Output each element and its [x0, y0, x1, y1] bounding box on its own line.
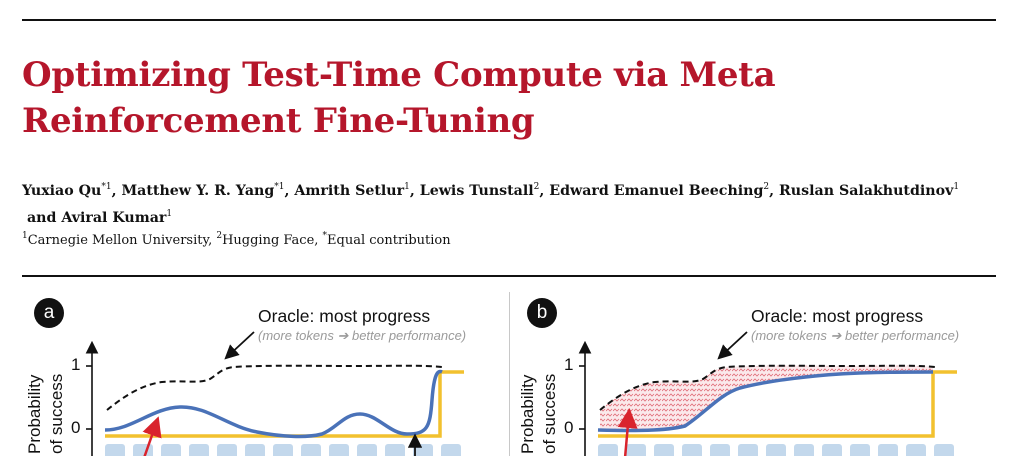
token-block [161, 444, 181, 456]
panel-label-b: b [527, 298, 557, 328]
token-block [654, 444, 674, 456]
affil-sup-2: 2 [216, 231, 223, 241]
token-block [273, 444, 293, 456]
token-block [598, 444, 618, 456]
paper-title: Optimizing Test-Time Compute via Meta Re… [22, 52, 922, 144]
oracle-subtitle: (more tokens ➔ better performance) [751, 328, 960, 343]
red-pointer-arrow [617, 408, 638, 456]
title-line-2: Reinforcement Fine-Tuning [22, 101, 535, 141]
y-axis-label: Probability of success [518, 374, 559, 454]
affil-hf: Hugging Face, [222, 233, 323, 248]
model-progress-curve [597, 370, 934, 433]
figure-panel-a: a Oracle: most progress (more tokens ➔ b… [22, 288, 512, 456]
progress-gap-region [600, 365, 933, 431]
y-axis-label-line-2: of success [540, 373, 559, 454]
token-block [934, 444, 954, 456]
token-block [738, 444, 758, 456]
token-block [217, 444, 237, 456]
oracle-title: Oracle: most progress [258, 306, 431, 326]
author-affil-mark: 1 [404, 182, 410, 192]
token-block [822, 444, 842, 456]
token-block [441, 444, 461, 456]
author-separator: , [409, 183, 420, 199]
affil-sup-1: 1 [22, 231, 28, 241]
author-name: Lewis Tunstall [419, 183, 534, 199]
oracle-pointer-arrow [224, 331, 255, 360]
token-block [878, 444, 898, 456]
oracle-curve [599, 364, 936, 411]
author-name: Yuxiao Qu [22, 183, 102, 199]
y-tick-label-1: 1 [71, 355, 81, 374]
section-rule [22, 275, 996, 277]
model-progress-curve [104, 369, 443, 439]
top-rule [22, 19, 996, 21]
oracle-subtitle: (more tokens ➔ better performance) [258, 328, 467, 343]
token-block [245, 444, 265, 456]
token-block [105, 444, 125, 456]
y-axis-label: Probability of success [25, 374, 66, 454]
token-block [766, 444, 786, 456]
token-block [710, 444, 730, 456]
affil-equal: Equal contribution [327, 233, 451, 248]
author-name: Edward Emanuel Beeching [549, 183, 764, 199]
red-pointer-arrow [142, 416, 162, 456]
token-block [189, 444, 209, 456]
token-blocks [598, 444, 954, 456]
author-separator: , [111, 183, 122, 199]
author-affil-mark: 2 [763, 182, 770, 192]
y-axis-label-line-1: Probability [518, 374, 537, 454]
author-list: Yuxiao Qu*1, Matthew Y. R. Yang*1, Amrit… [22, 178, 982, 232]
token-block [301, 444, 321, 456]
token-block [850, 444, 870, 456]
y-tick-label-0: 0 [564, 418, 574, 437]
panel-a-plot [85, 331, 464, 456]
author-name: Matthew Y. R. Yang [121, 183, 275, 199]
token-block [413, 444, 433, 456]
token-block [906, 444, 926, 456]
oracle-pointer-arrow [717, 331, 748, 360]
author-separator: , [769, 183, 780, 199]
affiliations: 1Carnegie Mellon University, 2Hugging Fa… [22, 232, 451, 250]
token-block [329, 444, 349, 456]
token-block [357, 444, 377, 456]
token-block [794, 444, 814, 456]
author-affil-mark: 1 [953, 182, 960, 192]
token-block [133, 444, 153, 456]
author-separator: , [284, 183, 295, 199]
author-affil-mark: 1 [166, 209, 173, 219]
author-name: Aviral Kumar [61, 210, 167, 226]
author-name: Amrith Setlur [294, 183, 405, 199]
oracle-title: Oracle: most progress [751, 306, 924, 326]
token-block [626, 444, 646, 456]
author-separator: and [22, 210, 62, 226]
outcome-curve [598, 370, 957, 438]
token-blocks [105, 444, 461, 456]
affil-cmu: Carnegie Mellon University, [27, 233, 217, 248]
title-line-1: Optimizing Test-Time Compute via Meta [22, 55, 776, 95]
figure-panel-b: b Oracle: most progress (more tokens ➔ b… [515, 288, 1005, 456]
author-affil-mark: *1 [101, 182, 112, 192]
y-tick-label-1: 1 [564, 355, 574, 374]
author-name: Ruslan Salakhutdinov [779, 183, 954, 199]
oracle-curve [106, 364, 443, 411]
author-affil-mark: *1 [274, 182, 285, 192]
author-affil-mark: 2 [533, 182, 540, 192]
token-block [385, 444, 405, 456]
y-axis-label-line-1: Probability [25, 374, 44, 454]
author-separator: , [539, 183, 550, 199]
outcome-curve [105, 370, 464, 438]
panel-b-plot [578, 331, 957, 456]
panel-divider [509, 292, 510, 456]
affil-sup-3: * [322, 231, 328, 241]
token-block [682, 444, 702, 456]
y-tick-label-0: 0 [71, 418, 81, 437]
panel-label-a: a [34, 298, 64, 328]
y-axis-label-line-2: of success [47, 373, 66, 454]
